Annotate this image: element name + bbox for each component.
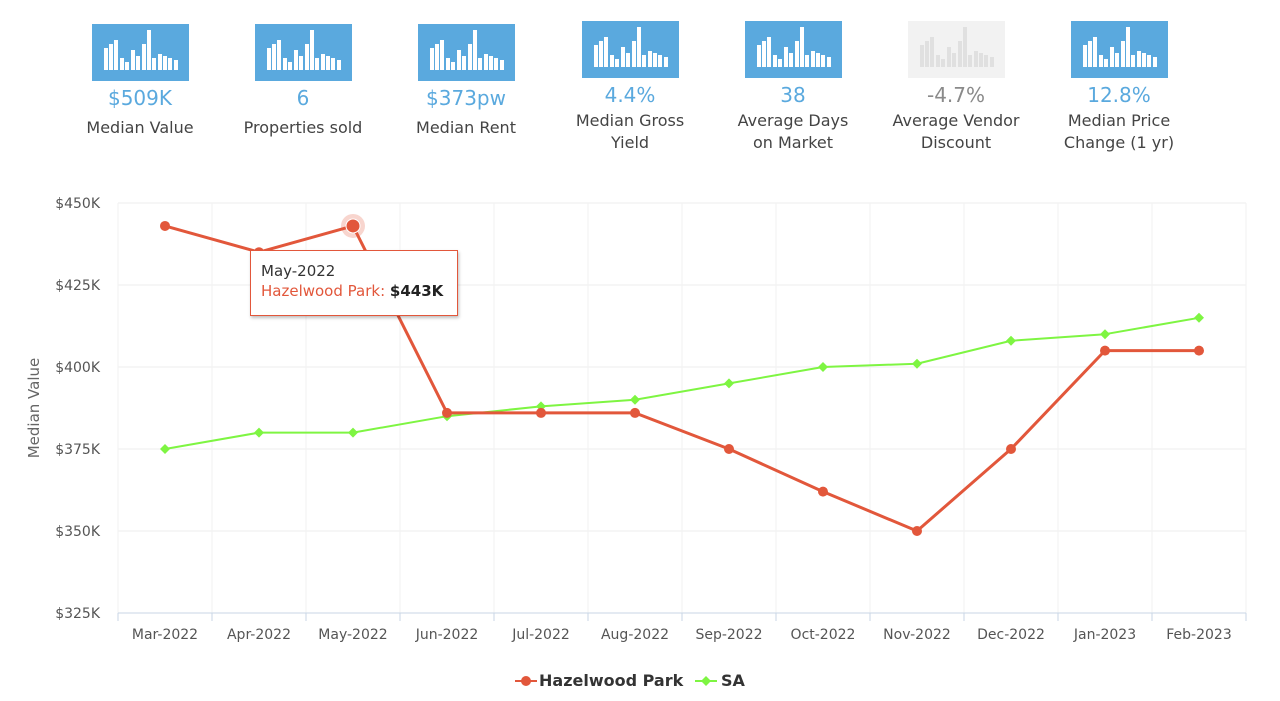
data-point-hazelwood-park — [630, 407, 640, 418]
stat-value: 12.8% — [1087, 83, 1151, 107]
stat-label: Average Vendor Discount — [892, 111, 1020, 152]
stat-average-vendor-discount: -4.7% Average Vendor Discount — [874, 21, 1038, 154]
bar-chart-icon — [907, 21, 1005, 78]
x-tick-label: Feb-2023 — [1166, 627, 1231, 643]
y-tick-label: $375K — [55, 442, 101, 458]
bar-chart-icon — [1070, 21, 1168, 78]
stats-row: $509K Median Value 6 Properties sold $37… — [0, 0, 1280, 180]
data-point-sa — [1006, 335, 1016, 346]
stat-label: Average Days on Market — [737, 111, 849, 152]
data-point-hazelwood-park — [724, 444, 734, 454]
data-point-sa — [912, 358, 922, 369]
bar-chart-icon — [254, 24, 352, 81]
bar-chart-icon — [744, 21, 842, 78]
legend-label: Hazelwood Park — [539, 671, 684, 690]
legend-item-hazelwood-park[interactable]: Hazelwood Park — [515, 668, 683, 694]
tooltip-value: $443K — [389, 282, 444, 300]
stat-value: $373pw — [426, 86, 506, 110]
y-tick-label: $350K — [55, 524, 101, 540]
data-point-sa — [348, 427, 358, 438]
data-point-hazelwood-park — [1100, 345, 1110, 356]
stat-median-value: $509K Median Value — [58, 24, 222, 139]
y-tick-label: $425K — [55, 278, 101, 294]
tooltip-series: Hazelwood Park: — [261, 282, 386, 300]
legend-item-sa[interactable]: SA — [695, 668, 745, 694]
data-point-sa — [724, 378, 734, 389]
bar-chart-icon — [91, 24, 189, 81]
y-tick-label: $450K — [55, 196, 101, 212]
data-point-hazelwood-park — [442, 407, 452, 418]
x-tick-label: Jan-2023 — [1073, 627, 1136, 643]
x-tick-label: Mar-2022 — [132, 627, 198, 643]
median-value-line-chart: $325K $350K $375K $400K $425K $450K Mar-2022 Ap… — [25, 196, 1247, 643]
y-tick-label: $325K — [55, 606, 101, 622]
stat-label: Median Gross Yield — [575, 111, 685, 152]
stat-label: Median Rent — [416, 118, 516, 137]
stat-value: $509K — [107, 86, 172, 110]
data-point-hazelwood-park — [160, 220, 170, 231]
hover-point — [345, 218, 361, 234]
data-point-hazelwood-park — [912, 526, 922, 536]
x-tick-label: Dec-2022 — [977, 627, 1045, 643]
data-point-hazelwood-park — [1006, 444, 1016, 454]
x-tick-label: Oct-2022 — [791, 627, 856, 643]
bar-chart-icon — [417, 24, 515, 81]
x-tick-label: Sep-2022 — [695, 627, 762, 643]
stat-label: Median Value — [86, 118, 194, 137]
chart-tooltip: May-2022 Hazelwood Park: $443K — [250, 250, 458, 316]
x-tick-label: May-2022 — [318, 627, 387, 643]
x-tick-label: Jul-2022 — [511, 627, 570, 643]
stat-value: 38 — [780, 83, 806, 107]
data-point-sa — [254, 427, 264, 438]
x-tick-label: Aug-2022 — [601, 627, 669, 643]
y-axis-title: Median Value — [25, 358, 43, 459]
bar-chart-icon — [581, 21, 679, 78]
data-point-hazelwood-park — [536, 407, 546, 418]
series-line-sa — [164, 316, 1200, 450]
circle-marker-icon — [515, 676, 537, 686]
stat-value: 6 — [296, 86, 310, 110]
diamond-marker-icon — [695, 676, 717, 686]
stat-median-price-change: 12.8% Median Price Change (1 yr) — [1037, 21, 1201, 154]
legend-label: SA — [721, 671, 745, 690]
stat-median-gross-yield: 4.4% Median Gross Yield — [548, 21, 712, 154]
data-point-hazelwood-park — [1194, 345, 1204, 356]
x-tick-label: Jun-2022 — [415, 627, 479, 643]
data-point-hazelwood-park — [818, 486, 828, 497]
chart-legend: Hazelwood Park SA — [0, 668, 1280, 694]
stat-value: -4.7% — [926, 83, 986, 107]
stat-properties-sold: 6 Properties sold — [221, 24, 385, 139]
data-point-sa — [630, 394, 640, 405]
data-point-sa — [818, 362, 828, 372]
x-tick-label: Apr-2022 — [227, 627, 291, 643]
data-point-sa — [160, 444, 170, 454]
stat-median-rent: $373pw Median Rent — [384, 24, 548, 139]
series-line-hazelwood-park — [164, 224, 1199, 533]
data-point-sa — [1194, 312, 1204, 323]
y-tick-label: $400K — [55, 360, 101, 376]
data-point-sa — [1100, 329, 1110, 340]
stat-label: Median Price Change (1 yr) — [1063, 111, 1175, 152]
tooltip-date: May-2022 — [261, 262, 336, 280]
stat-label: Properties sold — [243, 118, 363, 137]
x-tick-label: Nov-2022 — [883, 627, 951, 643]
stat-value: 4.4% — [604, 83, 656, 107]
stat-average-days-on-market: 38 Average Days on Market — [711, 21, 875, 154]
